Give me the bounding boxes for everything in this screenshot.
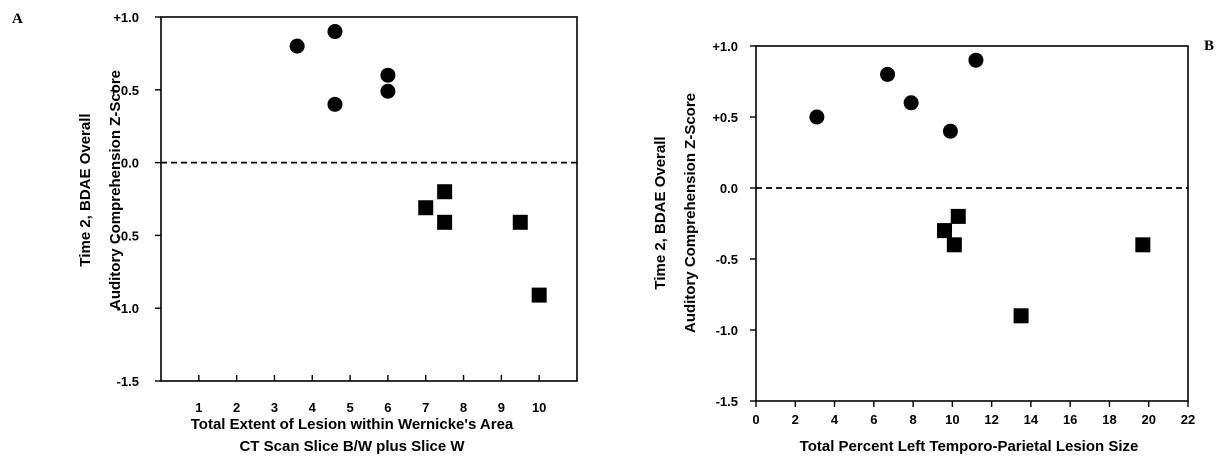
data-point-circle	[968, 52, 984, 68]
y-tick-label: -1.5	[117, 374, 139, 389]
data-point-square	[1135, 237, 1151, 253]
x-tick-label: 10	[532, 400, 546, 415]
x-tick-label: 22	[1181, 412, 1195, 427]
x-tick-label: 6	[870, 412, 877, 427]
x-tick-label: 1	[195, 400, 202, 415]
y-tick-label: 0.0	[121, 156, 139, 171]
x-tick-label: 20	[1141, 412, 1155, 427]
panel-letter: A	[12, 11, 23, 27]
data-point-square	[950, 208, 966, 224]
y-tick-label: -1.0	[117, 301, 139, 316]
y-tick-label: + 0.5	[110, 83, 139, 98]
data-point-circle	[942, 123, 958, 139]
x-tick-label: 7	[422, 400, 429, 415]
data-point-square	[531, 287, 547, 303]
data-point-square	[946, 237, 962, 253]
data-point-square	[437, 184, 453, 200]
x-tick-label: 18	[1102, 412, 1116, 427]
y-tick-label: +1.0	[113, 10, 139, 25]
x-tick-label: 10	[945, 412, 959, 427]
x-tick-label: 4	[309, 400, 317, 415]
x-tick-label: 6	[384, 400, 391, 415]
x-axis-title: Total Extent of Lesion within Wernicke's…	[191, 416, 514, 433]
x-tick-label: 4	[831, 412, 839, 427]
chart-panel-b: B +1.0 +0.5 0.0 -0.5 -1.0 -1.5 0 2 4 6 8 10 12 14 16 18 2…	[652, 38, 1214, 455]
y-tick-label: +0.5	[712, 110, 738, 125]
y-axis-title: Time 2, BDAE Overall	[77, 113, 94, 266]
x-tick-label: 8	[909, 412, 916, 427]
data-point-square	[437, 214, 453, 230]
x-tick-label: 5	[346, 400, 353, 415]
x-tick-label: 14	[1024, 412, 1039, 427]
x-tick-label: 9	[498, 400, 505, 415]
y-tick-label: -1.0	[716, 323, 738, 338]
data-point-circle	[327, 24, 343, 40]
y-tick-label: -0.5	[716, 252, 738, 267]
data-point-circle	[289, 38, 305, 54]
plot-frame	[160, 16, 578, 382]
y-axis-title: Auditory Comprehension Z-Score	[107, 70, 124, 310]
data-point-circle	[903, 95, 919, 111]
x-tick-label: 12	[984, 412, 998, 427]
x-tick-label: 3	[271, 400, 278, 415]
data-point-circle	[880, 66, 896, 82]
data-point-circle	[809, 109, 825, 125]
x-tick-label: 2	[233, 400, 240, 415]
data-point-square	[1013, 308, 1029, 324]
plot-frame	[755, 45, 1189, 402]
y-tick-label: 0.0	[720, 181, 738, 196]
x-tick-label: 8	[460, 400, 467, 415]
x-axis-title: Total Percent Left Temporo-Parietal Lesi…	[800, 438, 1139, 455]
panel-letter: B	[1204, 38, 1214, 54]
data-point-circle	[380, 83, 396, 99]
x-tick-label: 2	[792, 412, 799, 427]
data-point-square	[937, 223, 953, 239]
y-tick-label: -0.5	[117, 228, 139, 243]
data-point-square	[418, 200, 434, 216]
chart-panel-a: A +1.0 + 0.5 0.0 -0.5 -1.0 -1.5 1 2 3 4 5 6 7 8 9 10 Time…	[12, 10, 578, 455]
x-tick-label: 16	[1063, 412, 1077, 427]
data-point-circle	[327, 96, 343, 112]
data-point-square	[512, 214, 528, 230]
y-tick-label: +1.0	[712, 39, 738, 54]
data-point-circle	[380, 67, 396, 83]
y-axis-title: Auditory Comprehension Z-Score	[682, 93, 699, 333]
y-axis-title: Time 2, BDAE Overall	[652, 136, 669, 289]
y-tick-label: -1.5	[716, 394, 738, 409]
x-tick-label: 0	[752, 412, 759, 427]
x-axis-title: CT Scan Slice B/W plus Slice W	[239, 438, 465, 455]
